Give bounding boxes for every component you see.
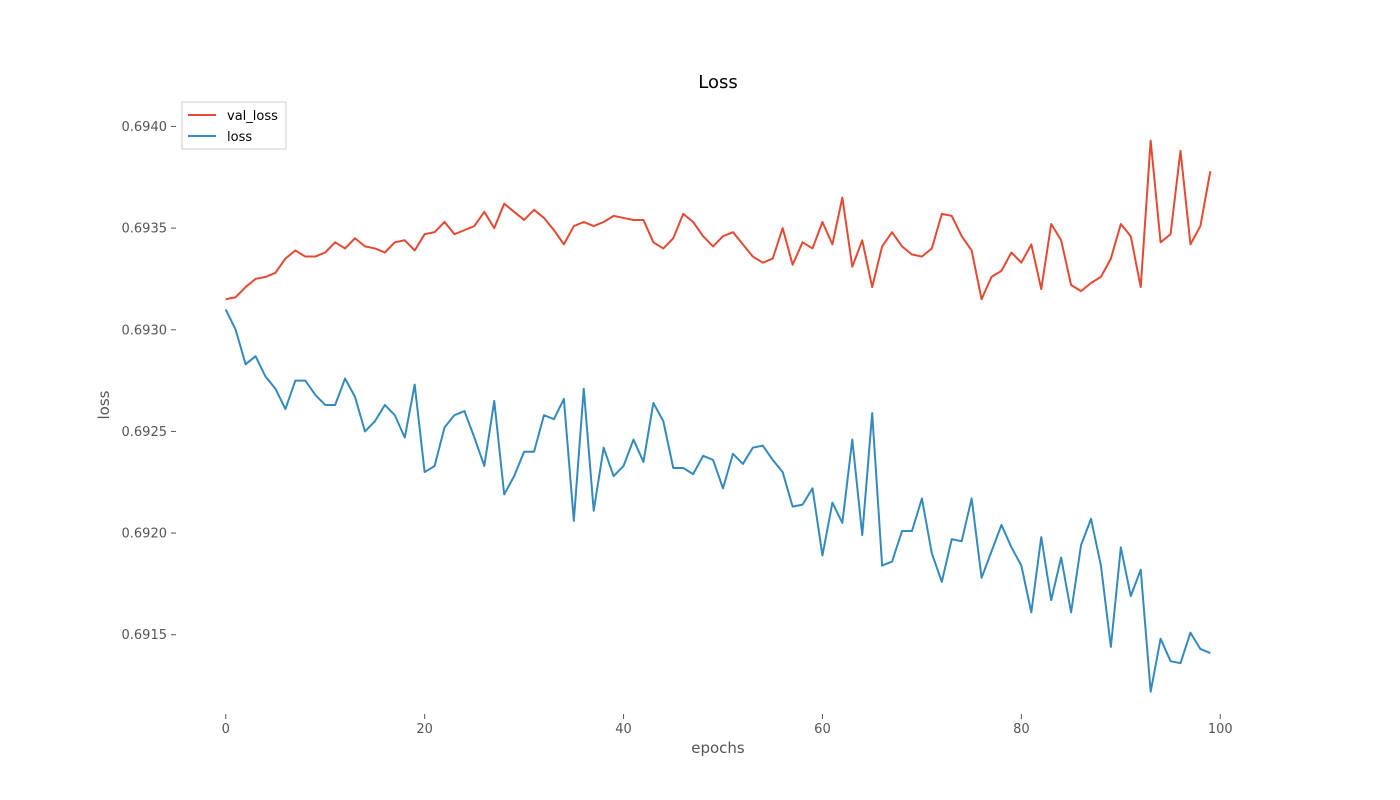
legend-frame (181, 101, 287, 150)
y-tick-label: 0.6920 (122, 527, 168, 542)
y-tick-label: 0.6935 (122, 222, 168, 237)
series-layer (224, 139, 1212, 693)
x-axis: 0 20 40 60 80 100 (222, 714, 1233, 737)
legend-label-val-loss: val_loss (227, 109, 278, 124)
x-tick-label: 100 (1208, 722, 1233, 737)
y-axis-label: loss (95, 390, 113, 419)
y-tick-label: 0.6930 (122, 323, 168, 338)
y-axis: 0.6915 0.6920 0.6925 0.6930 0.6935 0.6940 (122, 120, 176, 643)
x-tick-label: 20 (416, 722, 433, 737)
y-tick-label: 0.6915 (122, 628, 168, 643)
series-line-loss (224, 308, 1211, 693)
y-tick-label: 0.6940 (122, 120, 168, 135)
x-tick-label: 80 (1013, 722, 1030, 737)
series-line-val-loss (225, 139, 1212, 301)
x-tick-label: 0 (222, 722, 230, 737)
legend-label-loss: loss (227, 130, 252, 145)
chart-title: Loss (698, 72, 737, 93)
x-axis-label: epochs (691, 739, 745, 757)
y-tick-label: 0.6925 (122, 425, 168, 440)
x-tick-label: 40 (615, 722, 632, 737)
legend: val_loss loss (181, 101, 287, 150)
x-tick-label: 60 (814, 722, 831, 737)
